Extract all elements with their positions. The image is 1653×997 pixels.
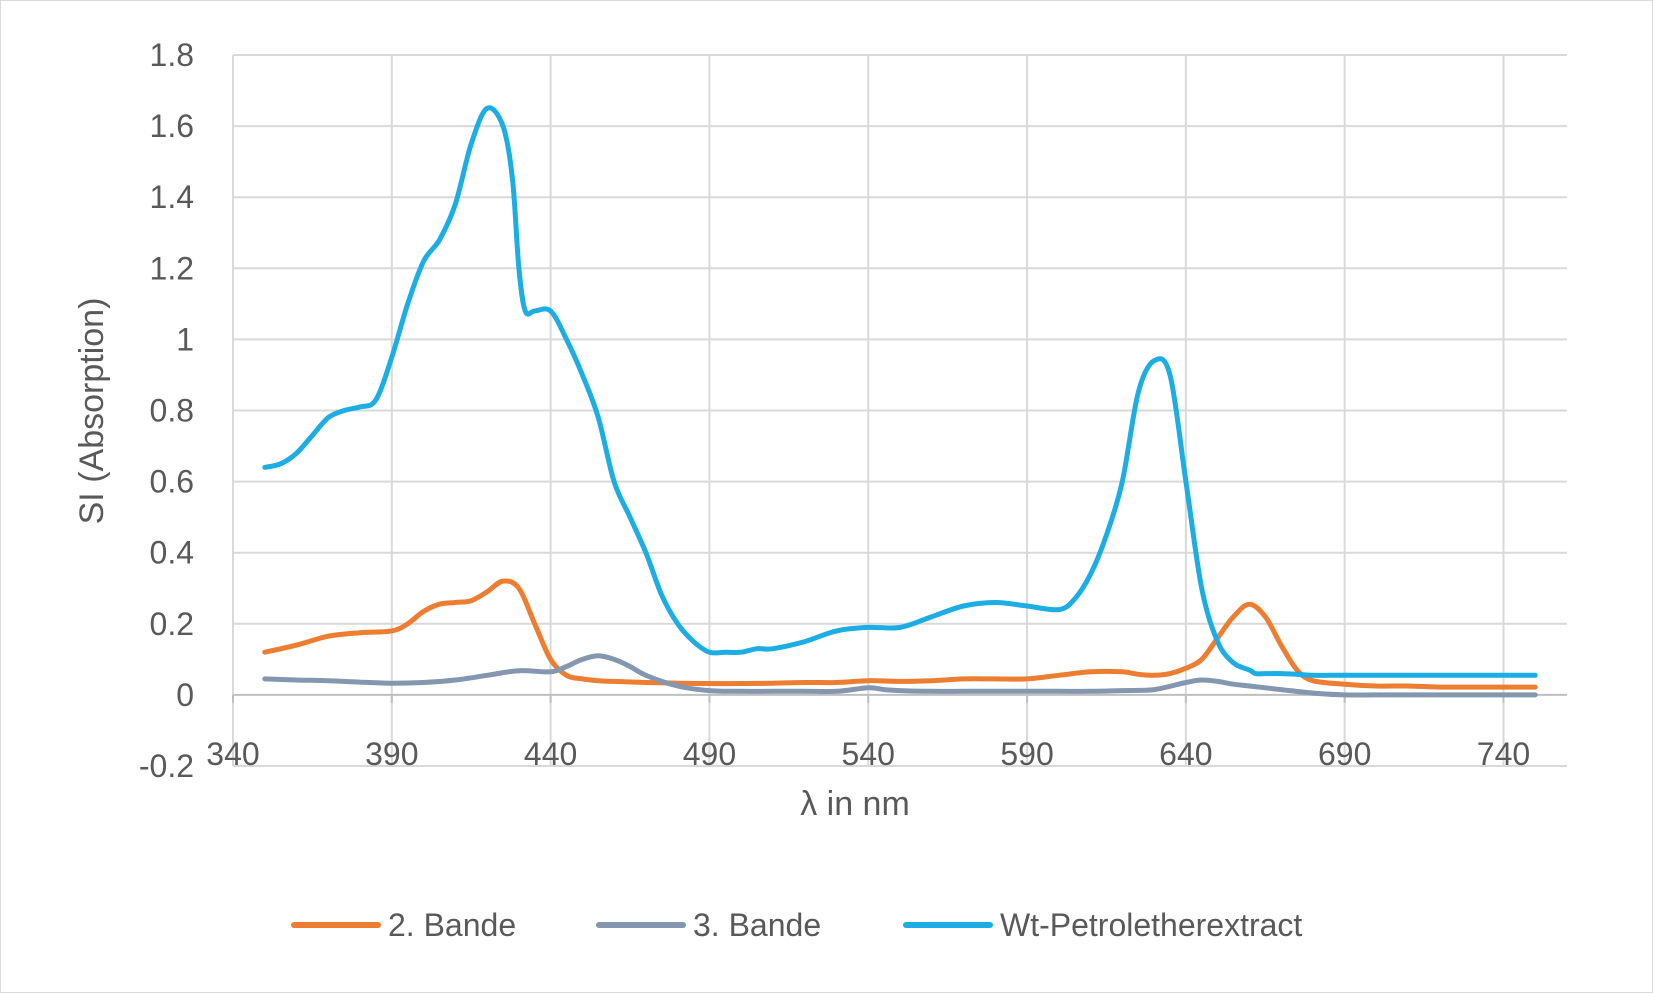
x-tick-label: 440 [524,736,577,772]
y-tick-label: 1.6 [150,108,194,144]
y-tick-label: 0.8 [150,393,194,429]
legend-label: 2. Bande [388,907,516,943]
legend: 2. Bande 3. Bande Wt-Petroletherextract [291,907,1302,943]
x-tick-label: 390 [365,736,418,772]
x-tick-label: 340 [206,736,259,772]
y-tick-label: 0.2 [150,606,194,642]
series-line-1 [262,578,1538,690]
series-lines [262,105,1538,698]
series-line-2 [262,653,1538,698]
x-tick-label: 490 [683,736,736,772]
gridlines [232,54,1567,767]
y-axis-title: SI (Absorption) [73,298,111,525]
y-tick-label: 0 [176,677,194,713]
y-tick-label: 1 [176,321,194,357]
y-tick-label: 1.8 [150,37,194,73]
legend-label: Wt-Petroletherextract [1000,907,1302,943]
y-tick-label: 1.2 [150,250,194,286]
axes: 340 390 440 490 540 590 640 690 740 -0.2 0 0.2 0.4 0.… [139,37,1530,784]
x-tick-label: 640 [1159,736,1212,772]
x-tick-label: 590 [1000,736,1053,772]
legend-label: 3. Bande [693,907,821,943]
x-tick-label: 540 [842,736,895,772]
y-tick-label: 0.4 [150,535,194,571]
x-axis-title: λ in nm [800,785,910,823]
y-tick-label: 1.4 [150,179,194,215]
y-tick-label: 0.6 [150,464,194,500]
x-tick-label: 740 [1477,736,1530,772]
y-tick-label: -0.2 [139,748,194,784]
series-line-3 [262,105,1538,678]
x-tick-label: 690 [1318,736,1371,772]
